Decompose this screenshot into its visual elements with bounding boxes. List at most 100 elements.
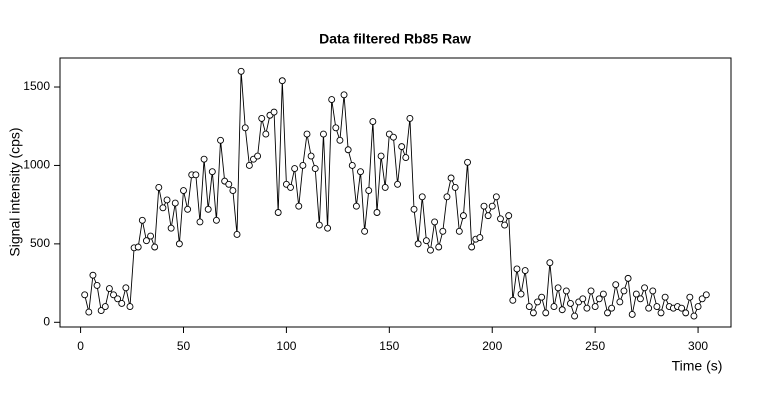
y-axis-title: Signal intensity (cps) (7, 127, 23, 256)
data-point (534, 298, 541, 306)
data-point (488, 202, 496, 210)
data-point (583, 304, 591, 312)
data-point (142, 237, 150, 245)
x-tick-label: 100 (276, 339, 296, 353)
data-point (138, 216, 146, 224)
data-point (595, 295, 603, 303)
data-point (521, 267, 529, 274)
data-point (151, 243, 159, 251)
data-point (225, 180, 233, 188)
data-point (694, 303, 702, 311)
data-point (241, 124, 249, 132)
data-point (554, 284, 562, 292)
data-point (237, 67, 245, 75)
data-point (686, 293, 694, 301)
data-point (542, 309, 550, 317)
data-point (612, 281, 620, 289)
data-point (649, 287, 657, 295)
data-point (509, 296, 517, 304)
y-tick-label: 1000 (23, 158, 50, 172)
data-point (406, 114, 414, 122)
data-point (299, 161, 307, 169)
data-point (678, 304, 686, 312)
data-point (278, 77, 286, 85)
data-point (303, 130, 311, 138)
data-point (352, 202, 360, 210)
data-point (591, 303, 599, 311)
data-point (229, 187, 237, 194)
data-point (320, 130, 327, 138)
data-point (636, 295, 644, 303)
x-tick-label: 50 (177, 339, 191, 353)
data-point (348, 161, 356, 169)
data-point (212, 216, 220, 224)
data-point (624, 274, 632, 282)
data-point (377, 152, 385, 160)
data-point (702, 291, 710, 299)
data-point (529, 309, 537, 317)
data-point (315, 221, 323, 229)
data-point (538, 293, 546, 301)
data-point (657, 309, 665, 317)
data-point (245, 161, 253, 169)
x-tick-label: 250 (585, 339, 605, 353)
y-tick-label: 0 (43, 314, 50, 328)
data-point (468, 243, 476, 251)
data-point (451, 183, 459, 191)
x-tick-label: 200 (482, 339, 502, 353)
data-point (291, 165, 299, 173)
data-point (274, 209, 282, 216)
x-tick-label: 0 (77, 339, 84, 353)
data-point (134, 243, 142, 251)
data-point (501, 221, 509, 229)
data-point (418, 193, 426, 201)
data-point (81, 291, 89, 299)
chart-title: Data filtered Rb85 Raw (319, 31, 471, 47)
data-point (698, 295, 706, 303)
data-point (567, 300, 574, 307)
data-point (459, 212, 467, 220)
data-point (307, 152, 315, 160)
x-tick-label: 150 (379, 339, 399, 353)
data-point (653, 303, 661, 311)
data-point (641, 284, 649, 292)
data-point (661, 293, 669, 301)
data-point (476, 234, 484, 242)
data-point (262, 130, 270, 138)
data-point (558, 306, 566, 314)
data-point (410, 205, 418, 213)
data-point (204, 205, 212, 213)
data-point (513, 265, 521, 273)
data-point (435, 243, 443, 251)
data-point (464, 158, 471, 166)
data-point (394, 180, 402, 188)
data-point (682, 309, 690, 317)
data-point (414, 240, 422, 248)
data-point (200, 155, 208, 163)
data-point (233, 231, 241, 238)
data-point (295, 202, 303, 210)
data-point (101, 303, 109, 311)
data-point (427, 246, 434, 254)
data-point (455, 227, 463, 235)
data-point (110, 291, 117, 299)
y-tick-label: 500 (30, 236, 50, 250)
data-point (159, 204, 167, 212)
data-point (492, 193, 500, 201)
data-point (85, 308, 93, 316)
data-point (365, 187, 373, 194)
data-point (690, 312, 698, 320)
data-point (254, 152, 262, 160)
data-point (480, 202, 488, 210)
data-point (604, 309, 611, 317)
data-point (373, 209, 381, 216)
data-point (324, 224, 332, 232)
data-point (97, 307, 105, 314)
data-point (332, 124, 340, 132)
data-point (147, 232, 155, 240)
data-point (163, 196, 171, 204)
data-point (402, 154, 410, 162)
series-line (84, 71, 707, 318)
data-point (632, 290, 640, 298)
